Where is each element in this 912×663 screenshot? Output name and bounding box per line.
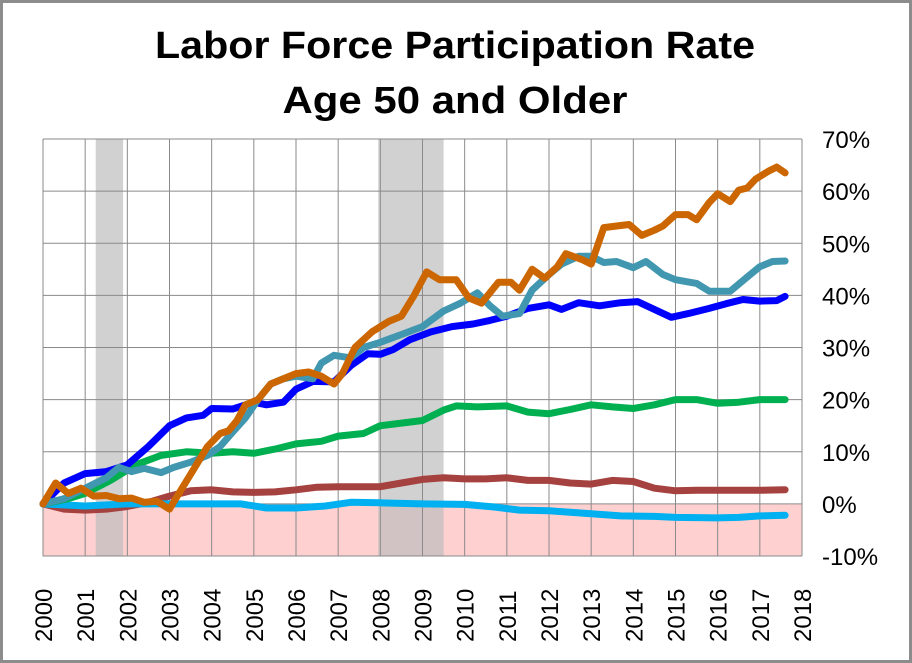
series-line-green bbox=[39, 396, 789, 508]
chart-title-line-1: Labor Force Participation Rate bbox=[155, 25, 755, 67]
y-tick-label: 40% bbox=[822, 283, 870, 310]
y-tick-label: -10% bbox=[822, 544, 878, 571]
x-tick-label: 2013 bbox=[579, 589, 606, 642]
x-tick-label: 2017 bbox=[748, 589, 775, 642]
chart-title-line-2: Age 50 and Older bbox=[283, 80, 628, 122]
x-tick-label: 2009 bbox=[411, 589, 438, 642]
y-tick-label: 10% bbox=[822, 440, 870, 467]
series-line-light-blue bbox=[39, 498, 789, 522]
x-tick-label: 2002 bbox=[115, 589, 142, 642]
y-tick-label: 70% bbox=[822, 127, 870, 154]
x-tick-label: 2005 bbox=[242, 589, 269, 642]
y-tick-label: 30% bbox=[822, 336, 870, 363]
series-line-orange bbox=[39, 163, 789, 513]
x-tick-label: 2001 bbox=[73, 589, 100, 642]
y-axis-ticks: 70% 60% 50% 40% 30% 20% 10% 0% -10% bbox=[822, 127, 878, 571]
x-tick-label: 2015 bbox=[664, 589, 691, 642]
x-tick-label: 2000 bbox=[31, 589, 58, 642]
x-tick-label: 2016 bbox=[706, 589, 733, 642]
x-tick-label: 2014 bbox=[621, 589, 648, 642]
gridlines bbox=[42, 138, 803, 557]
x-tick-label: 2004 bbox=[200, 589, 227, 642]
x-tick-label: 2008 bbox=[368, 589, 395, 642]
series-line-blue bbox=[39, 292, 789, 508]
x-tick-label: 2010 bbox=[453, 589, 480, 642]
series-group bbox=[39, 163, 789, 522]
series-line-teal bbox=[39, 252, 789, 508]
y-tick-label: 0% bbox=[822, 492, 857, 519]
x-tick-label: 2007 bbox=[326, 589, 353, 642]
x-tick-label: 2003 bbox=[158, 589, 185, 642]
y-tick-label: 60% bbox=[822, 179, 870, 206]
x-tick-label: 2018 bbox=[790, 589, 817, 642]
y-tick-label: 50% bbox=[822, 231, 870, 258]
x-tick-label: 2011 bbox=[495, 590, 522, 642]
y-tick-label: 20% bbox=[822, 388, 870, 415]
x-axis-ticks: 2000 2001 2002 2003 2004 2005 2006 2007 2008 2009… bbox=[31, 589, 817, 642]
x-tick-label: 2006 bbox=[284, 589, 311, 642]
x-tick-label: 2012 bbox=[537, 589, 564, 642]
series-line-dark-red bbox=[39, 474, 789, 514]
